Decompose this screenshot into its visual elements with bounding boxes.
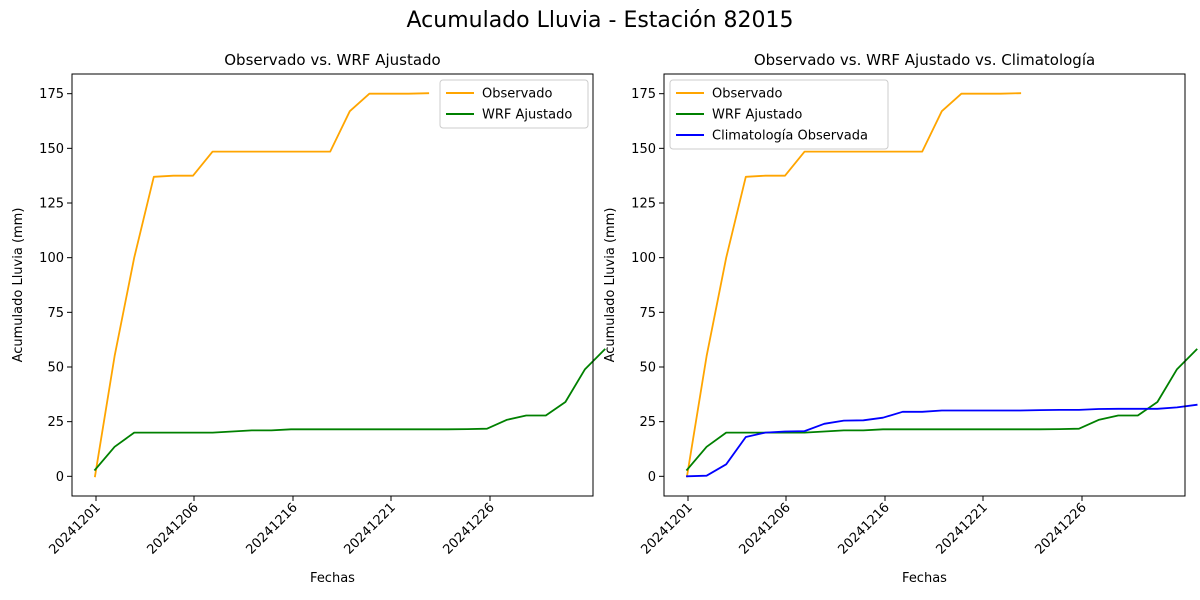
y-tick-label: 100: [631, 251, 656, 266]
y-tick-label: 0: [56, 470, 64, 485]
x-axis-title: Fechas: [902, 571, 947, 586]
series-group: [685, 92, 1198, 478]
y-tick-label: 100: [39, 251, 64, 266]
series-line-observado: [685, 92, 1022, 478]
x-tick-label: 20241216: [835, 500, 892, 557]
y-tick-label: 25: [47, 415, 64, 430]
y-tick-label: 50: [47, 360, 64, 375]
x-tick-label: 20241221: [341, 500, 398, 557]
x-tick-label: 20241201: [638, 500, 695, 557]
chart-title: Observado vs. WRF Ajustado: [224, 51, 440, 69]
y-tick-label: 75: [47, 306, 64, 321]
y-tick-label: 175: [39, 87, 64, 102]
chart-title: Observado vs. WRF Ajustado vs. Climatolo…: [754, 51, 1095, 69]
y-tick-label: 175: [631, 87, 656, 102]
legend-box: [439, 79, 589, 129]
series-line-wrf-ajustado: [93, 348, 606, 472]
chart-panel-2: Observado vs. WRF Ajustado vs. Climatolo…: [603, 51, 1198, 586]
x-tick-label: 20241206: [736, 500, 793, 557]
series-group: [93, 92, 606, 478]
y-tick-label: 75: [639, 306, 656, 321]
legend-label-observado: Observado: [712, 87, 783, 102]
legend: Observado WRF Ajustado Climatología Observ…: [669, 79, 889, 150]
figure-title: Acumulado Lluvia - Estación 82015: [406, 8, 794, 33]
legend: Observado WRF Ajustado: [439, 79, 589, 129]
x-tick-label: 20241226: [1032, 500, 1089, 557]
y-tick-label: 150: [39, 142, 64, 157]
y-tick-label: 25: [639, 415, 656, 430]
x-tick-label: 20241216: [243, 500, 300, 557]
x-tick-label: 20241206: [144, 500, 201, 557]
plot-frame: [71, 73, 594, 497]
legend-box: [669, 79, 889, 150]
series-line-observado: [93, 92, 430, 478]
legend-label-wrf-ajustado: WRF Ajustado: [482, 108, 572, 123]
x-tick-label: 20241201: [46, 500, 103, 557]
legend-label-climatologia-observada: Climatología Observada: [712, 129, 868, 144]
chart-panel-1: Observado vs. WRF Ajustado 0 25 50 75 100 125 1…: [11, 51, 606, 586]
series-line-climatologia-observada: [686, 403, 1198, 478]
x-axis-title: Fechas: [310, 571, 355, 586]
y-tick-label: 125: [39, 197, 64, 212]
y-tick-label: 150: [631, 142, 656, 157]
legend-label-observado: Observado: [482, 87, 553, 102]
x-tick-label: 20241226: [440, 500, 497, 557]
y-tick-label: 125: [631, 197, 656, 212]
plot-frame: [663, 73, 1186, 497]
y-axis-title: Acumulado Lluvia (mm): [603, 208, 618, 363]
x-tick-label: 20241221: [933, 500, 990, 557]
y-tick-label: 0: [648, 470, 656, 485]
y-axis-title: Acumulado Lluvia (mm): [11, 208, 26, 363]
legend-label-wrf-ajustado: WRF Ajustado: [712, 108, 802, 123]
y-tick-label: 50: [639, 360, 656, 375]
